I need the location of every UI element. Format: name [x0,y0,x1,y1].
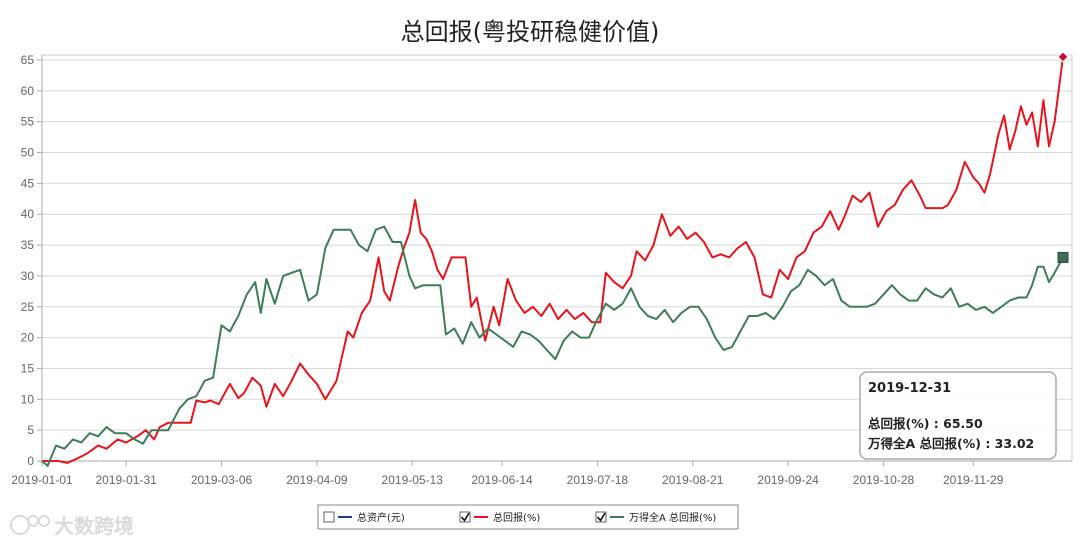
series-line-total-return [42,56,1064,464]
y-tick-label: 15 [21,361,35,375]
y-tick-label: 35 [21,238,35,252]
tooltip: 2019-12-31 总回报(%) : 65.50 万得全A 总回报(%) : … [859,371,1057,460]
legend-label-total-return: 总回报(%) [493,511,540,524]
y-tick-label: 40 [21,207,35,221]
x-tick-label: 2019-05-13 [382,473,444,487]
y-tick-label: 30 [21,269,35,283]
legend: 总资产(元) 总回报(%) 万得全A 总回报(%) [317,504,739,530]
series-layer [41,51,1069,467]
tooltip-box [859,371,1057,460]
watermark-text: 大数跨境 [54,514,134,538]
watermark: 大数跨境 [10,514,134,538]
x-axis: 2019-01-01 2019-01-31 2019-03-06 2019-04-09… [11,460,1072,487]
grid-lines [42,54,1073,462]
legend-item-wind-all-a[interactable]: 万得全A 总回报(%) [595,511,716,524]
x-tick-label: 2019-06-14 [471,473,533,487]
y-tick-label: 0 [27,454,34,468]
x-tick-label: 2019-03-06 [191,473,253,487]
x-tick-label: 2019-01-31 [95,473,157,487]
watermark-logo-icon [10,515,50,535]
x-tick-label: 2019-01-01 [11,473,73,487]
x-tick-label: 2019-09-24 [757,473,819,487]
x-tick-label: 2019-08-21 [662,473,724,487]
x-tick-label: 2019-11-29 [943,473,1004,487]
checkmark-icon [596,512,606,522]
series-line-wind-all-a [41,225,1064,467]
y-tick-label: 65 [21,53,35,67]
legend-checkbox-total-return[interactable] [459,511,471,523]
legend-checkbox-total-assets[interactable] [323,511,335,523]
legend-label-wind-all-a: 万得全A 总回报(%) [629,511,716,524]
tooltip-line-wind-all-a: 万得全A 总回报(%) : 33.02 [867,436,1034,451]
x-tick-label: 2019-07-18 [567,473,629,487]
legend-label-total-assets: 总资产(元) [357,511,405,524]
x-tick-label: 2019-04-09 [286,473,348,487]
y-tick-label: 10 [21,392,35,406]
end-marker-total-return [1057,51,1069,63]
tooltip-date: 2019-12-31 [868,381,951,396]
x-tick-label: 2019-10-28 [853,473,915,487]
y-tick-label: 25 [21,300,35,314]
tooltip-line-total-return: 总回报(%) : 65.50 [868,416,983,431]
chart-title: 总回报(粤投研稳健价值) [401,18,660,46]
legend-box [317,504,739,530]
y-tick-label: 5 [27,423,34,437]
y-tick-label: 45 [21,176,35,190]
legend-item-total-assets[interactable]: 总资产(元) [323,511,405,524]
y-tick-label: 60 [21,84,35,98]
y-tick-label: 55 [21,115,35,129]
checkmark-icon [460,512,470,522]
legend-checkbox-wind-all-a[interactable] [595,511,607,523]
y-axis: 0 5 10 15 20 25 30 35 40 45 50 55 60 65 [21,53,43,468]
y-tick-label: 50 [21,146,35,160]
legend-item-total-return[interactable]: 总回报(%) [459,511,540,524]
y-tick-label: 20 [21,331,35,345]
end-marker-wind-all-a [1057,251,1069,263]
